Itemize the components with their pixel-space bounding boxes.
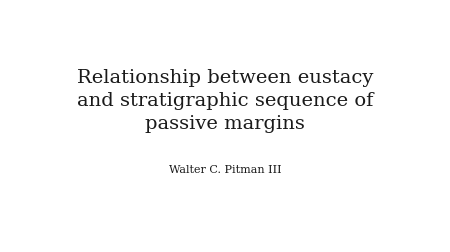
Text: Walter C. Pitman III: Walter C. Pitman III	[169, 164, 281, 174]
Text: Relationship between eustacy
and stratigraphic sequence of
passive margins: Relationship between eustacy and stratig…	[77, 69, 373, 133]
